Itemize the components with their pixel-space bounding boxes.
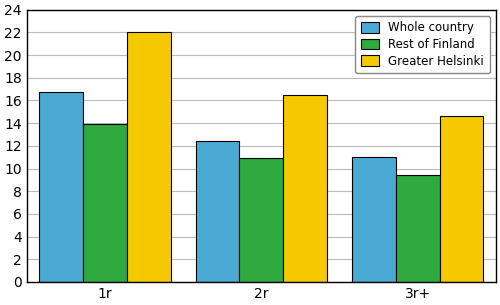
- Bar: [40, 92, 83, 282]
- Bar: [283, 95, 327, 282]
- Bar: [127, 32, 170, 282]
- Bar: [83, 124, 127, 282]
- Legend: Whole country, Rest of Finland, Greater Helsinki: Whole country, Rest of Finland, Greater …: [355, 16, 490, 74]
- Bar: [396, 175, 440, 282]
- Bar: [440, 116, 484, 282]
- Bar: [240, 158, 283, 282]
- Bar: [196, 141, 240, 282]
- Bar: [352, 157, 396, 282]
